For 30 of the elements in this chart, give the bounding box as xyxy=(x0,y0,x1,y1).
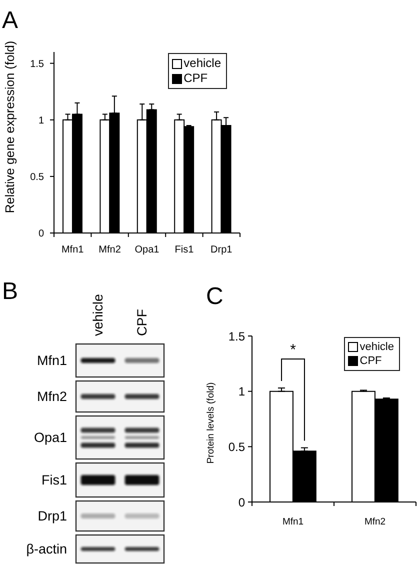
x-tick-label: Drp1 xyxy=(210,244,233,256)
category-label: vehicle xyxy=(90,294,106,336)
y-tick-label: 0.5 xyxy=(30,172,44,183)
y-tick-label: 1 xyxy=(238,384,246,399)
legend-label: vehicle xyxy=(184,56,221,71)
y-axis-title: Protein levels (fold) xyxy=(206,382,216,464)
x-tick-label: Opa1 xyxy=(134,244,160,256)
category-label: Fis1 xyxy=(41,472,67,488)
category-label: CPF xyxy=(134,309,150,336)
x-tick-label: Fis1 xyxy=(174,244,194,256)
y-tick-label: 0.5 xyxy=(228,440,246,454)
category-label: Mfn2 xyxy=(36,389,67,404)
y-tick-label: 1.5 xyxy=(228,329,246,344)
chart-title: A xyxy=(2,7,18,34)
y-axis-title: Relative gene expression (fold) xyxy=(3,40,17,214)
y-tick-label: 1.5 xyxy=(30,58,44,70)
category-label: Opa1 xyxy=(34,430,67,445)
y-tick-label: 1 xyxy=(38,115,44,126)
y-tick-label: 0 xyxy=(38,228,44,240)
chart-title: C xyxy=(206,283,224,310)
category-label: Mfn1 xyxy=(36,353,67,368)
x-tick-label: Mfn1 xyxy=(61,244,84,256)
x-tick-label: Mfn2 xyxy=(98,244,122,256)
legend-label: CPF xyxy=(360,354,382,368)
legend-label: vehicle xyxy=(360,340,394,354)
text: B xyxy=(2,278,18,305)
y-tick-label: 0 xyxy=(238,495,246,510)
category-label: β-actin xyxy=(26,542,67,556)
annotation: * xyxy=(290,342,296,359)
legend-label: CPF xyxy=(184,71,208,86)
